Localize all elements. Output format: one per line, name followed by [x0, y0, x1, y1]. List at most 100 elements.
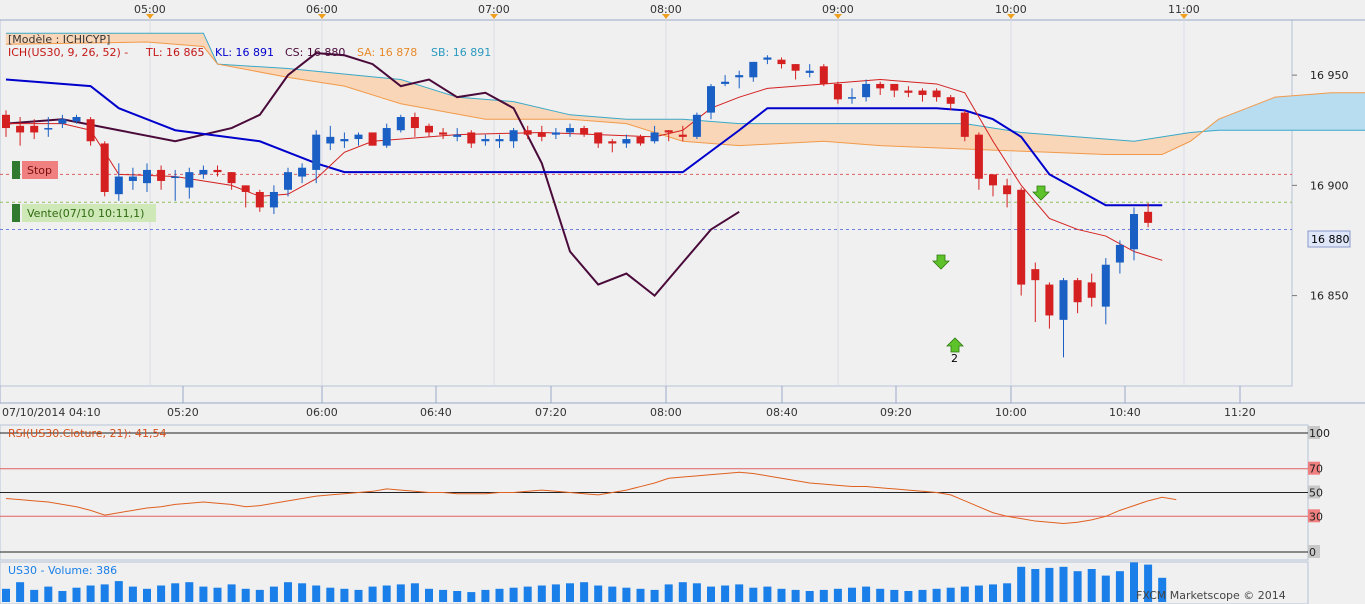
candle-body [1115, 244, 1124, 263]
candle-body [199, 169, 208, 175]
kumo-cloud [816, 123, 825, 142]
volume-bar [16, 582, 25, 602]
candle-body [396, 117, 405, 131]
volume-bar [848, 587, 856, 602]
kumo-cloud [1084, 137, 1092, 155]
volume-bar [157, 585, 166, 602]
volume-bar [100, 584, 109, 602]
time-axis-label: 06:40 [420, 406, 452, 419]
volume-bar [495, 588, 504, 602]
candle-body [960, 112, 969, 137]
kumo-cloud [1331, 92, 1339, 131]
candle-body [777, 59, 786, 65]
candle-body [86, 119, 95, 142]
candle-body [382, 128, 391, 146]
kumo-cloud [146, 32, 155, 43]
kumo-cloud [908, 123, 916, 148]
candle-body [1059, 280, 1068, 320]
candle-body [495, 139, 504, 142]
volume-bar [946, 587, 955, 602]
kumo-cloud [485, 99, 493, 120]
price-axis-label: 16 850 [1310, 290, 1349, 303]
kumo-cloud [1359, 92, 1365, 131]
kumo-cloud [1105, 138, 1114, 155]
candle-body [1031, 269, 1040, 281]
rsi-level-label: 30 [1309, 510, 1323, 523]
kumo-cloud [139, 32, 148, 43]
top-time-label: 07:00 [478, 3, 510, 16]
time-axis-label: 08:40 [766, 406, 798, 419]
kumo-cloud [809, 123, 817, 143]
volume-bar [298, 583, 307, 602]
candle-body [58, 119, 67, 124]
current-price-box [1307, 230, 1351, 248]
volume-bar [1059, 566, 1068, 602]
volume-bar [989, 584, 997, 602]
volume-bar [439, 589, 448, 602]
kumo-cloud [365, 75, 373, 96]
kumo-cloud [132, 32, 141, 43]
sell-arrow-icon [932, 254, 950, 270]
kl-label: KL: 16 891 [215, 46, 274, 59]
volume-bar [326, 587, 335, 602]
candle-body [213, 169, 222, 173]
candle-body [100, 143, 109, 192]
candle-body [255, 191, 264, 208]
vente-tag[interactable] [22, 204, 156, 222]
volume-bar [72, 587, 81, 602]
kumo-cloud [1338, 92, 1346, 131]
kumo-cloud [330, 72, 338, 86]
volume-bar [918, 589, 927, 602]
candle-body [509, 130, 518, 142]
kumo-cloud [386, 77, 394, 102]
kumo-cloud [1302, 94, 1311, 131]
volume-bar [692, 583, 701, 602]
candle-body [312, 134, 321, 170]
volume-bar [425, 588, 433, 602]
vente-marker[interactable] [12, 204, 20, 222]
candle-body [791, 64, 800, 71]
volume-bar [1031, 569, 1040, 602]
rsi-level-box [1308, 485, 1320, 499]
stop-tag[interactable] [22, 161, 58, 179]
time-axis-label: 09:20 [880, 406, 912, 419]
volume-bar [354, 589, 363, 602]
candle-body [340, 139, 349, 142]
rsi-level-label: 100 [1309, 427, 1330, 440]
kumo-cloud [400, 79, 409, 106]
kumo-cloud [315, 70, 324, 84]
kumo-cloud [1112, 139, 1121, 155]
rsi-level-label: 0 [1309, 546, 1316, 559]
kumo-cloud [1049, 134, 1057, 153]
kumo-cloud [471, 98, 479, 119]
kumo-cloud [464, 97, 472, 117]
volume-bar [594, 585, 603, 602]
candle-body [608, 141, 617, 144]
stop-label: Stop [27, 164, 52, 177]
stop-marker[interactable] [12, 161, 20, 179]
kumo-cloud [153, 32, 162, 44]
vente-label: Vente(07/10 10:11,1) [27, 207, 144, 220]
volume-bar [1158, 577, 1167, 602]
kumo-cloud [760, 123, 768, 145]
kumo-cloud [802, 123, 810, 143]
kumo-cloud [844, 123, 853, 144]
volume-bar [284, 582, 292, 602]
kumo-cloud [915, 123, 923, 148]
kumo-cloud [703, 120, 712, 144]
time-marker-icon [146, 14, 154, 19]
kumo-cloud [1267, 96, 1276, 131]
rsi-level-label: 50 [1309, 487, 1323, 500]
kumo-cloud [774, 123, 782, 145]
candle-body [185, 172, 194, 188]
kumo-cloud [358, 75, 366, 94]
time-marker-icon [1180, 14, 1188, 19]
volume-bar [382, 585, 391, 602]
kumo-cloud [999, 128, 1008, 151]
kumo-cloud [442, 92, 451, 114]
kumo-cloud [1126, 140, 1135, 155]
time-marker-icon [834, 14, 842, 19]
candle-body [551, 132, 560, 135]
kumo-cloud [1063, 135, 1071, 154]
